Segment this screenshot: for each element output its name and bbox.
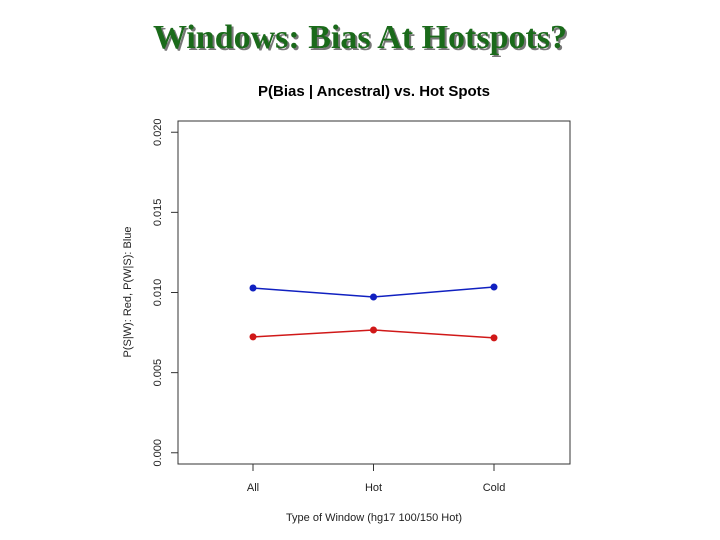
point <box>370 293 377 301</box>
chart-title: P(Bias | Ancestral) vs. Hot Spots <box>258 83 490 100</box>
slide-title-shadow: Windows: Bias At Hotspots? <box>155 21 569 58</box>
plot-frame <box>177 120 571 465</box>
y-axis-label: P(S|W): Red, P(W|S): Blue <box>122 226 134 357</box>
y-tick-label: 0.005 <box>152 359 164 387</box>
x-tick-label: All <box>247 482 259 494</box>
y-tick-label: 0.020 <box>152 118 164 146</box>
x-axis-label: Type of Window (hg17 100/150 Hot) <box>286 512 462 524</box>
x-tick-label: Cold <box>483 482 506 494</box>
y-tick-label: 0.000 <box>152 439 164 467</box>
slide-title: Windows: Bias At Hotspots? <box>153 19 567 56</box>
point <box>490 334 498 342</box>
point <box>490 283 498 291</box>
point <box>249 284 257 292</box>
y-tick-label: 0.010 <box>152 279 164 307</box>
point <box>249 333 257 341</box>
y-tick-label: 0.015 <box>152 199 164 227</box>
point <box>370 326 377 334</box>
x-tick-label: Hot <box>365 482 382 494</box>
